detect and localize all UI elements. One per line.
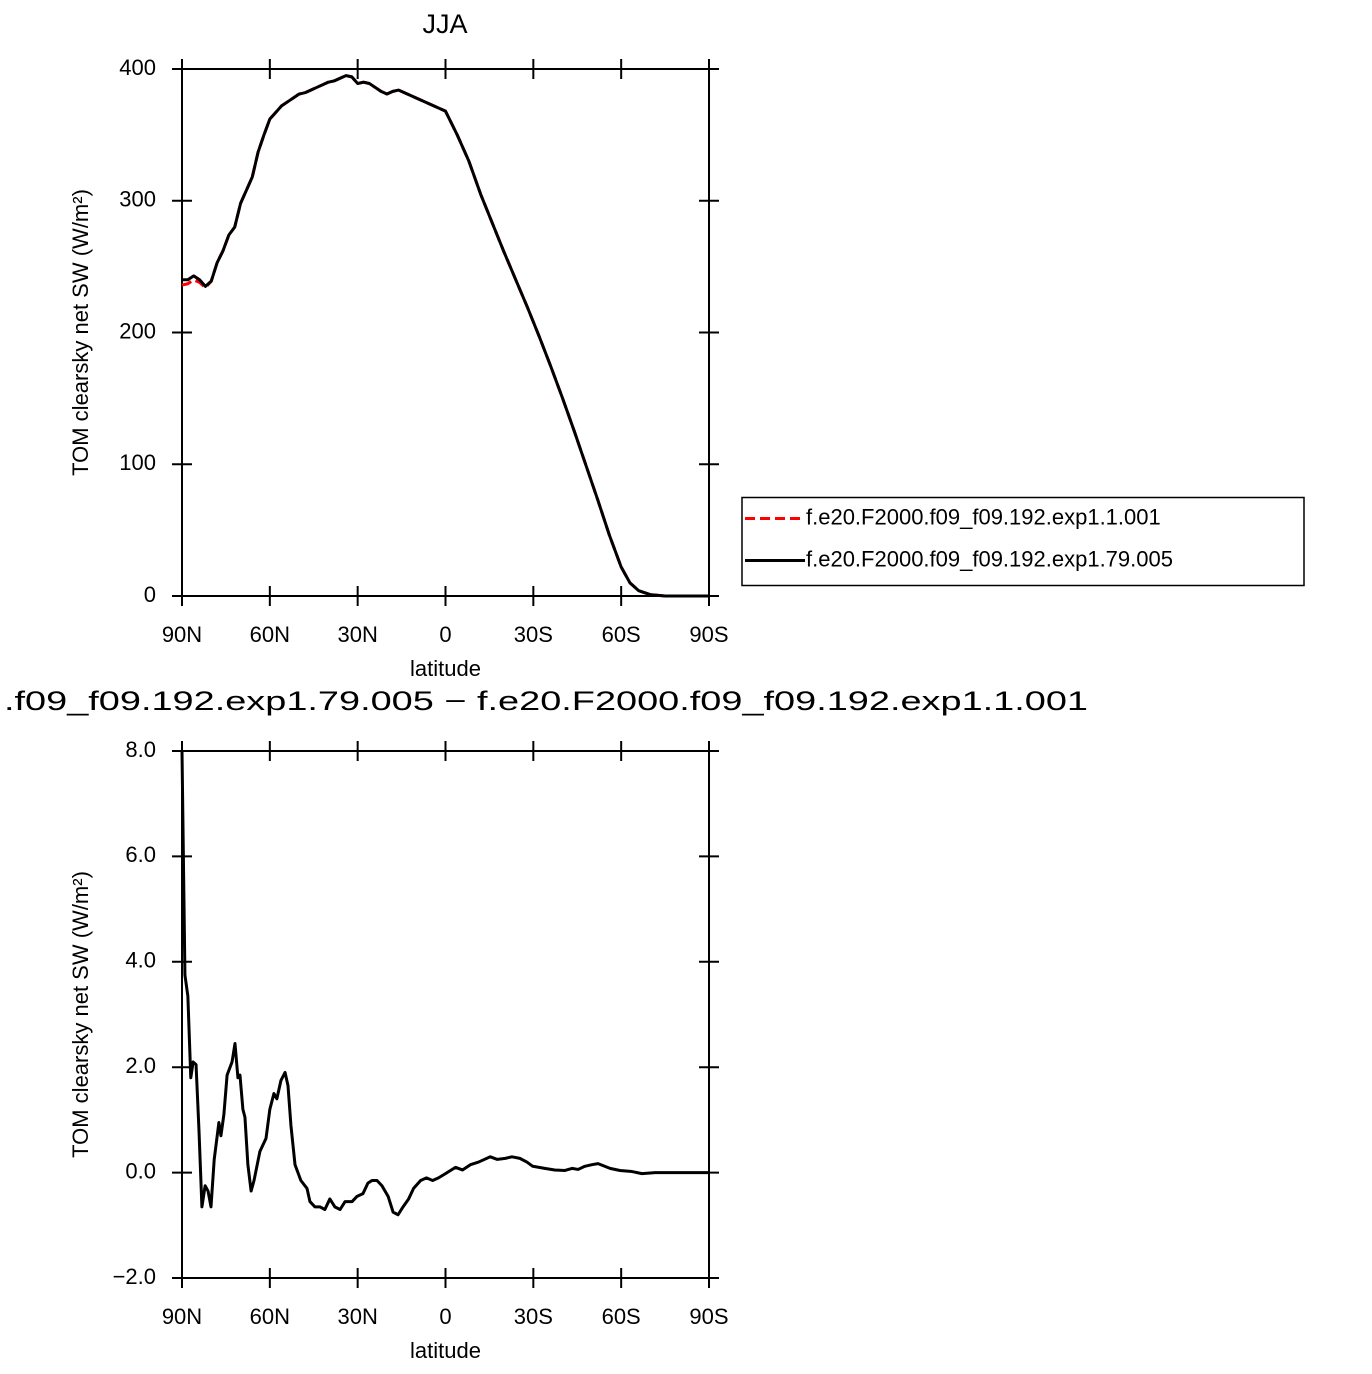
x-tick-label: 90N: [162, 1304, 202, 1329]
y-tick-label: 200: [119, 318, 156, 343]
x-tick-label: 90S: [689, 622, 728, 647]
y-tick-label: 0: [144, 582, 156, 607]
y-axis-label: TOM clearsky net SW (W/m²): [68, 189, 93, 476]
y-tick-label: 2.0: [125, 1053, 156, 1078]
x-tick-label: 30N: [337, 622, 377, 647]
x-tick-label: 0: [439, 622, 451, 647]
x-tick-label: 60S: [602, 622, 641, 647]
data-line: [182, 74, 709, 598]
legend-frame: [741, 496, 1305, 587]
x-axis-label: latitude: [410, 1338, 481, 1363]
x-tick-label: 60N: [250, 622, 290, 647]
y-axis-label: TOM clearsky net SW (W/m²): [68, 871, 93, 1158]
x-tick-label: 30S: [514, 622, 553, 647]
legend-label: f.e20.F2000.f09_f09.192.exp1.1.001: [806, 504, 1161, 529]
x-tick-label: 30N: [337, 1304, 377, 1329]
chart-title: JJA: [422, 9, 467, 39]
x-tick-label: 90N: [162, 622, 202, 647]
y-tick-label: 400: [119, 55, 156, 80]
legend-label: f.e20.F2000.f09_f09.192.exp1.79.005: [806, 546, 1173, 571]
y-tick-label: 6.0: [125, 842, 156, 867]
plot-frame: [181, 750, 710, 1279]
x-tick-label: 60N: [250, 1304, 290, 1329]
x-tick-label: 60S: [602, 1304, 641, 1329]
data-line: [180, 750, 709, 1217]
x-tick-label: 90S: [689, 1304, 728, 1329]
x-tick-label: 30S: [514, 1304, 553, 1329]
data-line: [181, 74, 709, 598]
y-tick-label: 0.0: [125, 1158, 156, 1183]
y-tick-label: 100: [119, 450, 156, 475]
x-axis-label: latitude: [410, 656, 481, 681]
chart-title: .f09_f09.192.exp1.79.005 − f.e20.F2000.f…: [4, 686, 1088, 716]
x-tick-label: 0: [439, 1304, 451, 1329]
y-tick-label: 8.0: [125, 737, 156, 762]
y-tick-label: −2.0: [113, 1264, 156, 1289]
y-tick-label: 300: [119, 187, 156, 212]
y-tick-label: 4.0: [125, 948, 156, 973]
